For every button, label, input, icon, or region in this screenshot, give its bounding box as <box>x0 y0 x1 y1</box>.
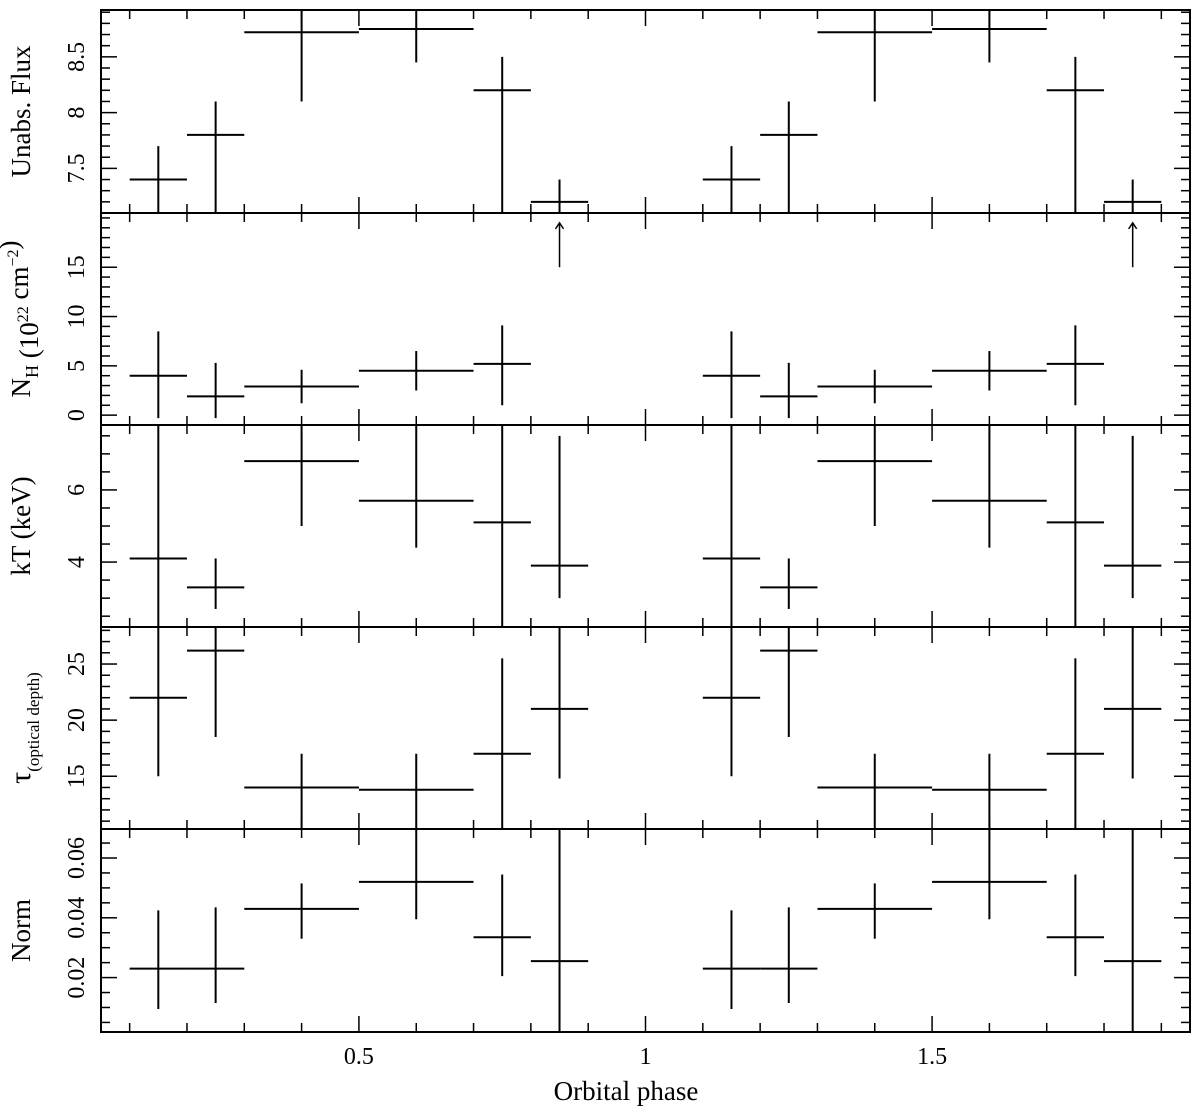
y-tick-label: 0.02 <box>64 957 90 999</box>
panel-kt: 4 6 kT (keV) <box>6 424 1191 628</box>
y-tick-label: 4 <box>64 556 90 568</box>
data-point <box>186 558 245 609</box>
data-point <box>760 362 818 419</box>
x-tick-label: 1.5 <box>917 1044 947 1070</box>
data-point <box>702 331 761 419</box>
data-point <box>530 435 589 599</box>
data-point <box>817 10 933 102</box>
y-tick-label: 20 <box>64 708 90 732</box>
data-point <box>932 10 1047 63</box>
lower-limit-arrow <box>554 221 565 268</box>
data-point <box>760 907 818 1003</box>
data-point <box>760 101 818 213</box>
panel-flux: 7.5 8 8.5 Unabs. Flux <box>6 9 1191 214</box>
data-point <box>530 627 589 779</box>
data-point <box>817 753 933 829</box>
data-point <box>1046 56 1105 213</box>
panel-nh: 0 5 10 15 NH (1022 cm−2) <box>0 212 1191 426</box>
y-axis-label: τ(optical depth) <box>4 672 43 784</box>
x-tick-label: 1 <box>640 1044 652 1070</box>
y-tick-label: 25 <box>64 652 90 676</box>
y-tick-label: 0 <box>64 409 90 421</box>
arrow-head <box>1128 221 1138 230</box>
data-point <box>932 753 1047 829</box>
data-point <box>358 10 474 63</box>
data-point <box>817 425 933 526</box>
data-point <box>1046 325 1105 406</box>
data-point <box>244 883 359 939</box>
data-point <box>244 425 359 526</box>
y-tick-label: 15 <box>64 255 90 279</box>
data-point <box>358 425 474 548</box>
panel-frame <box>100 212 1191 426</box>
y-tick-label: 6 <box>64 484 90 496</box>
x-tick-label: 0.5 <box>344 1044 374 1070</box>
data-point <box>244 753 359 829</box>
data-point <box>1104 829 1162 1032</box>
data-point <box>1104 435 1162 599</box>
data-point <box>702 146 761 213</box>
panel-tau: 15 20 25 τ(optical depth) <box>4 626 1191 830</box>
data-point <box>760 558 818 609</box>
data-point <box>244 10 359 102</box>
arrow-head <box>554 221 565 230</box>
y-tick-label: 15 <box>64 764 90 788</box>
data-point <box>932 829 1047 920</box>
y-tick-label: 8 <box>64 107 90 119</box>
data-point <box>702 910 761 1009</box>
y-tick-label: 0.04 <box>64 897 90 939</box>
data-point <box>129 331 187 419</box>
y-axis-label: Unabs. Flux <box>6 45 36 178</box>
data-point <box>1046 874 1105 977</box>
data-point <box>1046 658 1105 829</box>
chart-panels: 7.5 8 8.5 Unabs. Flux 0 5 10 15 NH (1022 cm−2) 4 6… <box>0 9 1191 1070</box>
y-axis-label: kT (keV) <box>6 476 36 575</box>
data-point <box>1104 627 1162 779</box>
y-tick-label: 8.5 <box>64 42 90 72</box>
data-point <box>932 351 1047 391</box>
data-point <box>358 351 474 391</box>
panel-frame <box>100 828 1191 1033</box>
data-point <box>186 907 245 1003</box>
data-point <box>473 658 531 829</box>
y-tick-label: 7.5 <box>64 153 90 183</box>
data-point <box>817 883 933 939</box>
y-tick-label: 0.06 <box>64 837 90 879</box>
y-axis-label: Norm <box>6 899 36 962</box>
data-point <box>244 369 359 404</box>
data-point <box>932 425 1047 548</box>
panel-frame <box>100 9 1191 214</box>
data-point <box>473 425 531 627</box>
data-point <box>129 910 187 1009</box>
data-point <box>186 101 245 213</box>
y-axis-label: NH (1022 cm−2) <box>0 240 44 397</box>
data-point <box>129 425 187 627</box>
y-tick-label: 5 <box>64 360 90 372</box>
lower-limit-arrow <box>1128 221 1138 268</box>
data-point <box>760 627 818 737</box>
data-point <box>129 146 187 213</box>
data-point <box>702 425 761 627</box>
data-point <box>702 627 761 777</box>
data-point <box>473 874 531 977</box>
data-point <box>1046 425 1105 627</box>
data-point <box>358 829 474 920</box>
data-point <box>186 627 245 737</box>
data-point <box>129 627 187 777</box>
data-point <box>358 753 474 829</box>
panel-frame <box>100 424 1191 628</box>
data-point <box>530 179 589 213</box>
data-point <box>473 325 531 406</box>
data-point <box>186 362 245 419</box>
panel-norm: 0.02 0.04 0.06 Norm <box>6 828 1191 1033</box>
data-point <box>1104 179 1162 213</box>
data-point <box>817 369 933 404</box>
y-tick-label: 10 <box>64 305 90 329</box>
data-point <box>530 829 589 1032</box>
data-point <box>473 56 531 213</box>
x-axis-label: Orbital phase <box>554 1076 699 1106</box>
panel-frame <box>100 626 1191 830</box>
